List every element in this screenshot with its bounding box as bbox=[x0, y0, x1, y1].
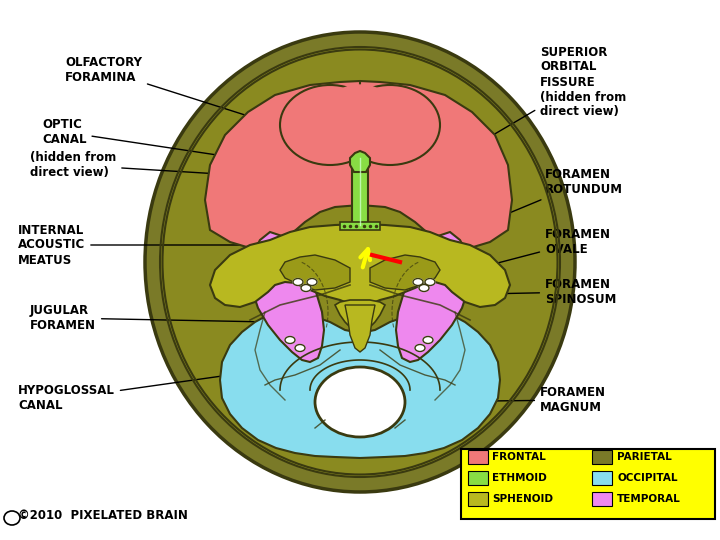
Polygon shape bbox=[350, 151, 370, 172]
Text: INTERNAL
ACOUSTIC
MEATUS: INTERNAL ACOUSTIC MEATUS bbox=[18, 224, 282, 267]
Polygon shape bbox=[345, 305, 375, 352]
Ellipse shape bbox=[340, 85, 440, 165]
Polygon shape bbox=[210, 224, 510, 307]
Text: SPHENOID: SPHENOID bbox=[492, 494, 553, 504]
Ellipse shape bbox=[315, 367, 405, 437]
FancyBboxPatch shape bbox=[592, 471, 612, 485]
FancyBboxPatch shape bbox=[340, 222, 380, 230]
Ellipse shape bbox=[295, 345, 305, 352]
Ellipse shape bbox=[320, 85, 400, 155]
Polygon shape bbox=[220, 312, 500, 458]
Text: JUGULAR
FORAMEN: JUGULAR FORAMEN bbox=[30, 304, 267, 332]
Polygon shape bbox=[396, 232, 470, 362]
Ellipse shape bbox=[145, 32, 575, 492]
FancyBboxPatch shape bbox=[468, 450, 488, 464]
Text: FORAMEN
MAGNUM: FORAMEN MAGNUM bbox=[408, 386, 606, 414]
Text: ETHMOID: ETHMOID bbox=[492, 473, 546, 483]
Ellipse shape bbox=[280, 85, 380, 165]
Ellipse shape bbox=[301, 285, 311, 292]
Polygon shape bbox=[250, 232, 324, 362]
Text: FORAMEN
ROTUNDUM: FORAMEN ROTUNDUM bbox=[410, 168, 623, 254]
Polygon shape bbox=[370, 255, 440, 290]
Text: PARIETAL: PARIETAL bbox=[617, 452, 672, 462]
FancyBboxPatch shape bbox=[468, 492, 488, 506]
Text: OPTIC
CANAL: OPTIC CANAL bbox=[42, 118, 347, 174]
Polygon shape bbox=[280, 255, 350, 290]
Ellipse shape bbox=[423, 336, 433, 343]
Text: HYPOGLOSSAL
CANAL: HYPOGLOSSAL CANAL bbox=[18, 366, 297, 412]
FancyBboxPatch shape bbox=[461, 449, 715, 519]
Ellipse shape bbox=[413, 279, 423, 286]
Ellipse shape bbox=[415, 345, 425, 352]
Polygon shape bbox=[352, 160, 368, 228]
Ellipse shape bbox=[285, 336, 295, 343]
Text: TEMPORAL: TEMPORAL bbox=[617, 494, 680, 504]
Ellipse shape bbox=[307, 279, 317, 286]
Polygon shape bbox=[205, 81, 512, 248]
Ellipse shape bbox=[293, 279, 303, 286]
FancyBboxPatch shape bbox=[468, 471, 488, 485]
Polygon shape bbox=[335, 300, 385, 331]
Ellipse shape bbox=[419, 285, 429, 292]
Text: OLFACTORY
FORAMINA: OLFACTORY FORAMINA bbox=[65, 56, 352, 149]
Text: FORAMEN
OVALE: FORAMEN OVALE bbox=[428, 228, 611, 281]
Text: ©2010  PIXELATED BRAIN: ©2010 PIXELATED BRAIN bbox=[18, 509, 188, 522]
FancyBboxPatch shape bbox=[592, 492, 612, 506]
Text: FORAMEN
SPINOSUM: FORAMEN SPINOSUM bbox=[435, 278, 616, 306]
FancyBboxPatch shape bbox=[592, 450, 612, 464]
Text: (hidden from
direct view): (hidden from direct view) bbox=[30, 151, 347, 182]
Ellipse shape bbox=[160, 47, 560, 477]
Text: FRONTAL: FRONTAL bbox=[492, 452, 546, 462]
Text: SUPERIOR
ORBITAL
FISSURE
(hidden from
direct view): SUPERIOR ORBITAL FISSURE (hidden from di… bbox=[410, 45, 626, 184]
Text: OCCIPITAL: OCCIPITAL bbox=[617, 473, 678, 483]
Ellipse shape bbox=[425, 279, 435, 286]
